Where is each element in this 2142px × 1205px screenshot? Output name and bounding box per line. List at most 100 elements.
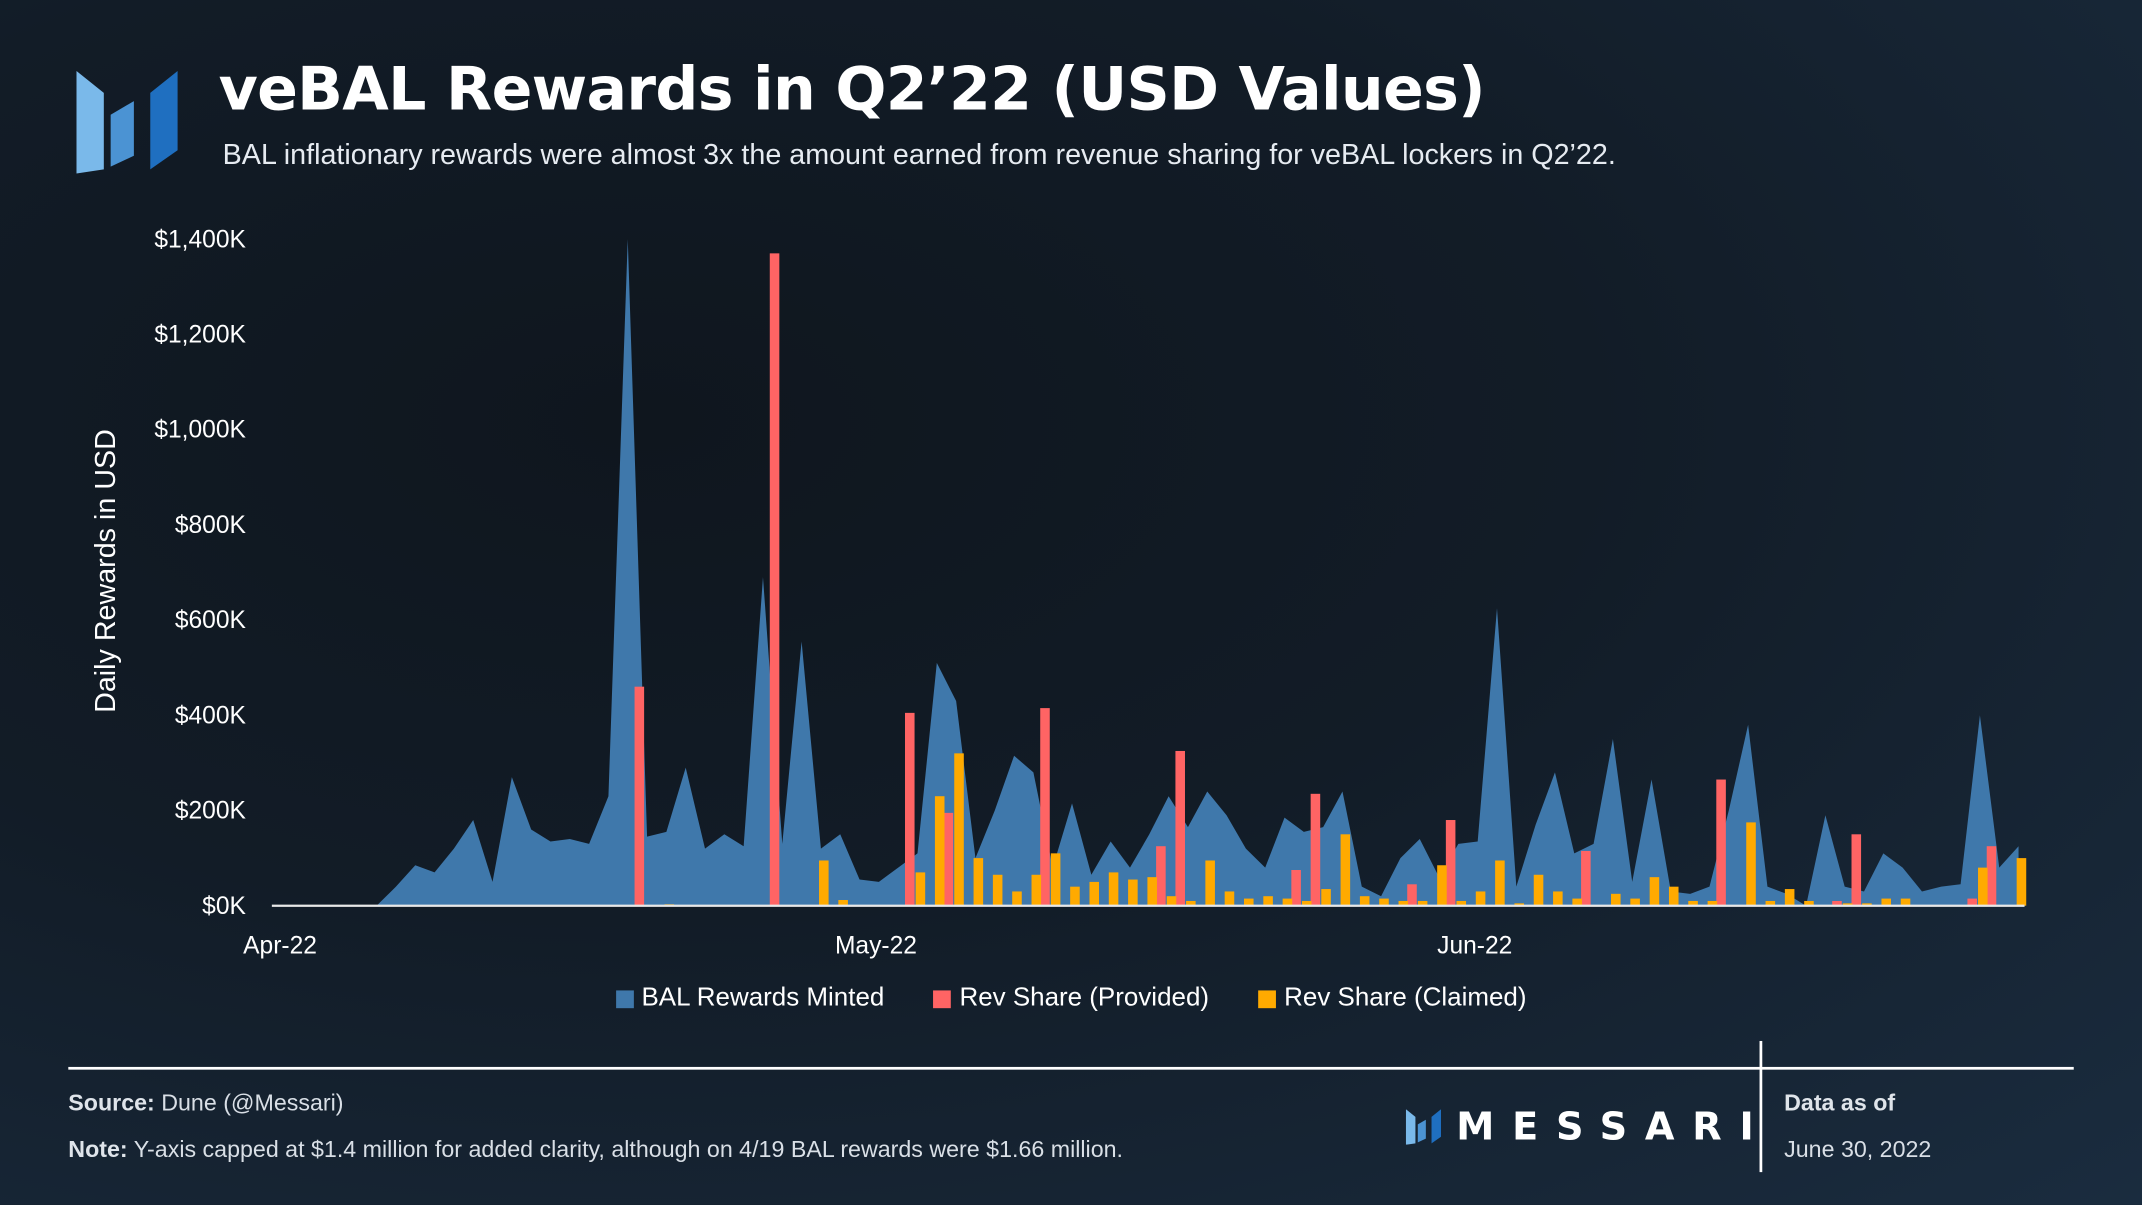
rev-share-claimed-bar (1166, 896, 1177, 906)
footer-divider (68, 1066, 2074, 1070)
rev-share-claimed-bar (1437, 865, 1447, 906)
chart-plot: $0K $200K $400K $600K $800K $1,000K $1,200K $1,… (90, 226, 2027, 960)
rev-share-claimed-bar (1186, 900, 1196, 906)
chart-subtitle: BAL inflationary rewards were almost 3x … (222, 139, 1616, 171)
y-axis-label: Daily Rewards in USD (90, 429, 122, 713)
chart-title: veBAL Rewards in Q2’22 (USD Values) (218, 54, 1486, 125)
rev-share-claimed-bar (1243, 898, 1254, 906)
source-line: Source: Dune (@Messari) (68, 1090, 343, 1117)
rev-share-claimed-bar (934, 796, 945, 906)
rev-share-claimed-bar (1784, 889, 1795, 906)
rev-share-claimed-bar (1804, 900, 1814, 906)
rev-share-provided-bar (1851, 834, 1862, 906)
rev-share-provided-bar (1832, 900, 1842, 906)
rev-share-provided-bar (1716, 779, 1726, 906)
rev-share-provided-bar (1156, 846, 1166, 906)
rev-share-claimed-bar (1533, 874, 1544, 906)
source-label: Source: (68, 1090, 155, 1117)
rev-share-claimed-bar (1301, 900, 1312, 906)
rev-share-provided-bar (1581, 850, 1591, 906)
y-tick-label: $800K (175, 512, 247, 539)
rev-share-claimed-bar (1978, 867, 1988, 906)
rev-share-claimed-bar (1321, 889, 1331, 906)
legend: BAL Rewards Minted Rev Share (Provided) … (0, 984, 2142, 1014)
rev-share-provided-bar (1967, 898, 1977, 906)
rev-share-provided-bar (943, 812, 954, 906)
rev-share-claimed-bar (1572, 898, 1582, 906)
y-tick-label: $0K (202, 893, 246, 920)
rev-share-provided-bar (1445, 820, 1456, 906)
rev-share-claimed-bar (1012, 891, 1022, 906)
rev-share-claimed-bar (1475, 891, 1486, 906)
rev-share-claimed-bar (1862, 903, 1872, 906)
rev-share-claimed-bar (819, 860, 829, 906)
rev-share-claimed-bar (1205, 860, 1215, 906)
bal-rewards-area (280, 239, 2019, 906)
y-tick-label: $600K (175, 607, 247, 634)
rev-share-claimed-bar (1224, 891, 1235, 906)
legend-label: BAL Rewards Minted (641, 983, 885, 1013)
rev-share-provided-bar (1310, 793, 1321, 906)
rev-share-claimed-bar (1456, 900, 1467, 906)
rev-share-claimed-bar (915, 872, 926, 906)
rev-share-claimed-bar (1630, 898, 1640, 906)
rev-share-claimed-bar (1842, 903, 1853, 906)
rev-share-claimed-bar (973, 858, 984, 906)
rev-share-claimed-bar (1900, 898, 1911, 906)
rev-share-claimed-bar (1495, 860, 1505, 906)
messari-logo-icon (76, 71, 178, 174)
rev-share-claimed-bar (1070, 886, 1080, 906)
source-text: Dune (@Messari) (154, 1090, 344, 1117)
rev-share-claimed-bar (1668, 886, 1679, 906)
rev-share-claimed-bar (1417, 900, 1428, 906)
rev-share-claimed-bar (1282, 898, 1293, 906)
rev-share-provided-bar (1291, 870, 1301, 906)
legend-swatch (933, 989, 952, 1008)
rev-share-claimed-bar (1108, 872, 1119, 906)
rev-share-claimed-bar (1688, 900, 1698, 906)
legend-swatch (1258, 989, 1276, 1008)
rev-share-claimed-bar (1514, 903, 1524, 906)
legend-item-provided: Rev Share (Provided) (933, 984, 1209, 1014)
legend-item-claimed: Rev Share (Claimed) (1258, 983, 1527, 1014)
rev-share-claimed-bar (954, 753, 964, 906)
y-tick-label: $400K (175, 702, 247, 729)
legend-label: Rev Share (Provided) (959, 983, 1210, 1013)
y-tick-label: $200K (175, 798, 247, 825)
rev-share-claimed-bar (1359, 896, 1370, 906)
rev-share-claimed-bar (1147, 877, 1157, 906)
x-tick-label: Apr-22 (243, 933, 317, 960)
legend-label: Rev Share (Claimed) (1284, 983, 1527, 1013)
footer-vertical-divider (1759, 1040, 1763, 1173)
rev-share-claimed-bar (1128, 879, 1138, 906)
rev-share-provided-bar (1986, 846, 1997, 906)
rev-share-claimed-bar (1553, 891, 1563, 906)
x-tick-label: May-22 (835, 933, 917, 960)
rev-share-claimed-bar (1765, 900, 1776, 906)
rev-share-claimed-bar (1707, 900, 1718, 906)
rev-share-claimed-bar (1263, 896, 1273, 906)
note-label: Note: (68, 1136, 128, 1163)
data-as-of-label: Data as of (1784, 1090, 1896, 1117)
rev-share-claimed-bar (1746, 822, 1756, 906)
rev-share-claimed-bar (1398, 900, 1409, 906)
rev-share-claimed-bar (1089, 881, 1100, 906)
rev-share-claimed-bar (1611, 893, 1621, 906)
rev-share-provided-bar (904, 712, 915, 906)
note-line: Note: Y-axis capped at $1.4 million for … (68, 1137, 1123, 1164)
data-as-of-date: June 30, 2022 (1784, 1136, 1932, 1163)
rev-share-claimed-bar (838, 900, 848, 906)
y-tick-label: $1,400K (154, 226, 246, 253)
rev-share-claimed-bar (1649, 877, 1660, 906)
rev-share-claimed-bar (1881, 898, 1892, 906)
rev-share-claimed-bar (992, 874, 1003, 906)
x-tick-label: Jun-22 (1437, 933, 1512, 960)
rev-share-claimed-bar (2016, 858, 2027, 906)
rev-share-provided-bar (1175, 750, 1185, 906)
y-tick-label: $1,000K (154, 417, 246, 444)
y-tick-label: $1,200K (154, 322, 246, 349)
rev-share-provided-bar (1040, 708, 1050, 906)
rev-share-provided-bar (769, 253, 780, 906)
legend-swatch (615, 989, 634, 1008)
